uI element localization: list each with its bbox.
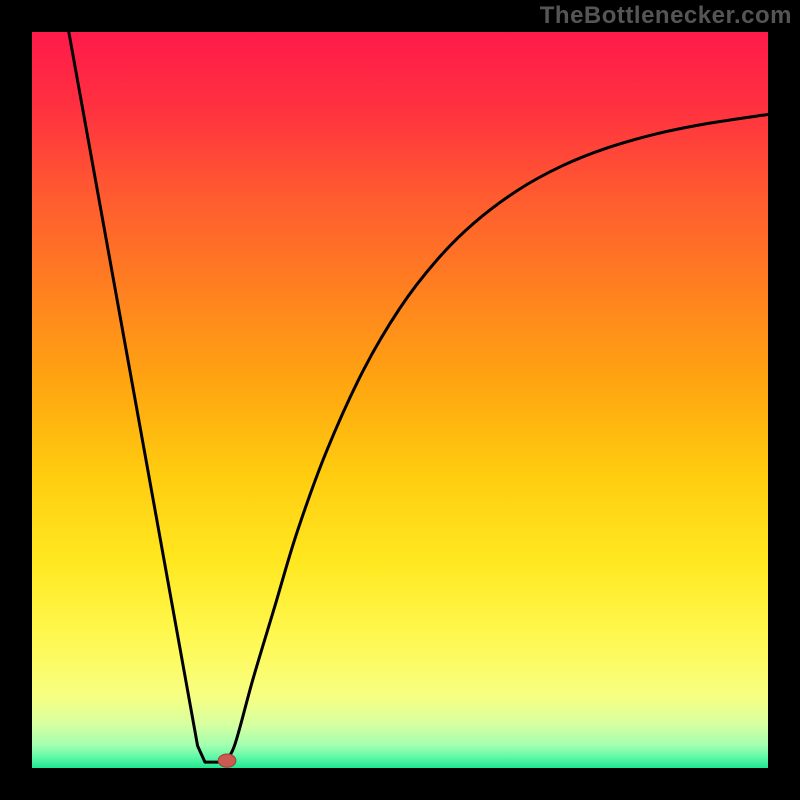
gradient-background [32,32,768,768]
chart-container: TheBottlenecker.com [0,0,800,800]
optimum-marker [218,754,236,767]
plot-area [32,32,768,768]
plot-svg [32,32,768,768]
watermark-text: TheBottlenecker.com [540,2,792,30]
